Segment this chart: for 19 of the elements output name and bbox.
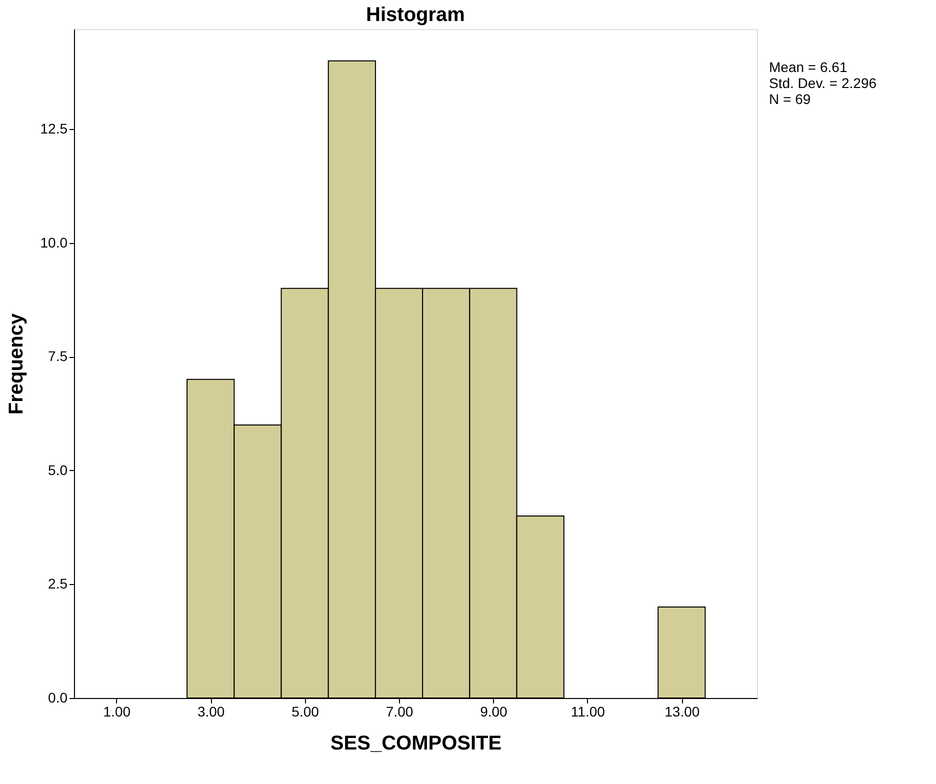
x-tick-label: 13.00 [664,704,700,720]
x-axis-title: SES_COMPOSITE [330,732,502,754]
x-tick-label: 9.00 [480,704,508,720]
y-tick-label: 12.5 [40,120,68,137]
text: Std. Dev. = 2.296 [769,75,877,91]
x-tick-label: 1.00 [103,704,131,720]
y-tick-label: 2.5 [48,576,68,592]
y-axis-title: Frequency [5,312,28,415]
x-tick-label: 5.00 [292,704,320,720]
x-tick-label: 11.00 [570,704,606,720]
text: N = 69 [769,91,811,107]
text: Mean = 6.61 [769,59,848,75]
x-tick-label: 3.00 [197,704,225,720]
x-tick-label: 7.00 [386,704,414,720]
y-tick-label: 10.0 [40,234,68,250]
chart-title: Histogram [366,4,465,26]
y-tick-label: 7.5 [48,348,68,364]
y-tick-label: 5.0 [48,462,68,478]
y-tick-label: 0.0 [48,690,68,706]
